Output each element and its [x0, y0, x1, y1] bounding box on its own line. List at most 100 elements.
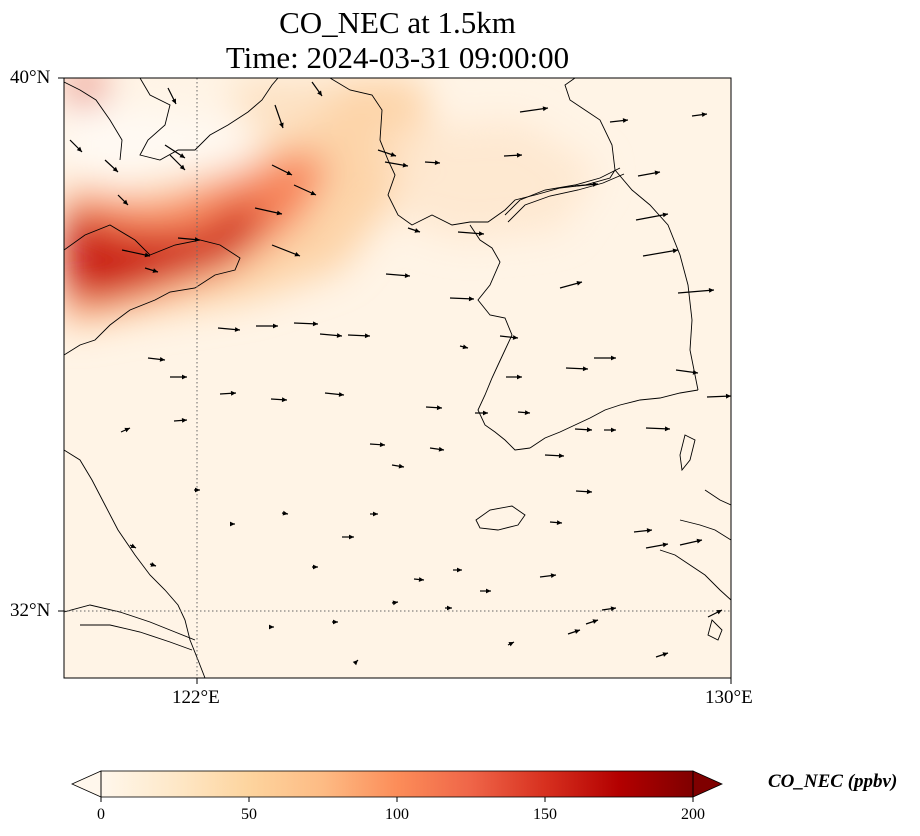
wind-arrow: [517, 410, 531, 415]
coast-shandong: [64, 224, 241, 356]
wind-arrow: [574, 427, 593, 433]
wind-arrow: [117, 194, 129, 206]
coast-china-east: [64, 449, 206, 678]
plume-core: [64, 205, 270, 300]
wind-arrow: [677, 288, 715, 294]
coast-korea-east: [564, 78, 699, 391]
wind-arrow: [177, 237, 201, 242]
wind-arrow: [601, 606, 617, 612]
wind-arrow: [453, 567, 462, 573]
lat-label-40n: 40°N: [10, 67, 51, 88]
wind-arrow: [104, 159, 119, 173]
wind-arrow: [706, 393, 732, 399]
wind-arrow: [164, 144, 186, 159]
wind-arrow: [312, 564, 318, 570]
wind-arrow: [480, 588, 491, 594]
wind-arrow: [121, 249, 151, 258]
coast-korea-south: [529, 389, 699, 449]
wind-arrow: [585, 619, 599, 625]
wind-arrow: [635, 212, 669, 221]
coast-jeju: [475, 505, 526, 531]
wind-arrow: [173, 417, 188, 423]
wind-arrow: [424, 160, 441, 166]
wind-arrow: [384, 161, 409, 168]
wind-arrow: [281, 510, 289, 516]
wind-arrow: [637, 170, 661, 177]
wind-arrow: [169, 154, 186, 171]
wind-arrow: [565, 366, 589, 372]
coast-korea-dmz: [504, 167, 625, 223]
wind-arrow: [594, 355, 616, 361]
map-frame: [63, 77, 732, 679]
colorbar-extend-high: [692, 770, 723, 798]
wind-arrow: [559, 281, 583, 289]
wind-arrow: [391, 463, 405, 469]
colorbar-label: CO_NEC (ppbv): [768, 771, 898, 792]
wind-arrow: [655, 652, 669, 658]
wind-arrow: [691, 112, 708, 118]
gridlines: [64, 78, 731, 678]
wind-arrow: [457, 231, 485, 237]
wind-arrow: [407, 227, 421, 233]
wind-arrow: [449, 296, 475, 302]
wind-arrow: [604, 427, 616, 433]
wind-arrow: [507, 641, 515, 647]
wind-arrow: [254, 207, 283, 216]
colorbar: [71, 770, 723, 802]
wind-arrow: [645, 426, 671, 432]
wind-arrow: [445, 605, 452, 611]
wind-arrow: [347, 333, 371, 339]
wind-arrow: [499, 335, 519, 340]
wind-arrow: [429, 446, 445, 452]
wind-arrow: [503, 152, 523, 158]
wind-arrow: [332, 619, 338, 625]
wind-arrow: [391, 600, 399, 606]
coast-bohai-west: [64, 81, 123, 161]
colorbar-tick-label-100: 100: [385, 806, 409, 823]
lon-label-130e: 130°E: [705, 687, 753, 708]
wind-arrow: [230, 521, 235, 527]
wind-arrow: [369, 442, 386, 448]
wind-arrow: [170, 374, 187, 380]
wind-arrow: [219, 390, 237, 396]
wind-arrow: [575, 489, 593, 495]
wind-arrow: [256, 323, 278, 329]
wind-arrow: [69, 139, 83, 153]
map-title-line-2: Time: 2024-03-31 09:00:00: [225, 40, 570, 75]
wind-arrow: [425, 405, 443, 411]
coast-korea-west: [469, 224, 531, 451]
wind-arrow: [293, 321, 319, 327]
wind-arrow: [217, 327, 241, 332]
plume-layer: [64, 78, 600, 330]
wind-arrow: [539, 573, 557, 579]
wind-arrow: [129, 543, 137, 549]
wind-arrow: [167, 87, 177, 105]
wind-arrow: [506, 374, 522, 380]
wind-arrow: [147, 357, 166, 362]
wind-arrow: [324, 392, 345, 397]
wind-arrow: [269, 624, 274, 630]
axis-ticks: [58, 77, 732, 684]
coast-yangtze: [64, 604, 196, 651]
wind-arrow: [120, 427, 131, 433]
wind-arrow: [271, 244, 301, 257]
coast-korea-bay: [329, 78, 616, 226]
coast-tsushima: [679, 434, 696, 472]
wind-arrow: [377, 149, 397, 157]
wind-arrow: [370, 511, 378, 517]
wind-arrow: [707, 609, 723, 618]
wind-arrow: [642, 248, 679, 257]
wind-arrow: [544, 453, 565, 459]
wind-arrow: [342, 534, 354, 540]
map-title-line-1: CO_NEC at 1.5km: [279, 5, 516, 40]
colorbar-tick-label-150: 150: [533, 806, 557, 823]
wind-arrow: [413, 577, 425, 582]
wind-arrow: [549, 520, 563, 525]
wind-vectors: [69, 81, 732, 666]
wind-arrow: [633, 528, 653, 533]
wind-arrow: [194, 487, 200, 493]
concentration-field: [64, 78, 731, 678]
colorbar-extend-low: [71, 770, 102, 798]
colorbar-tick-label-0: 0: [97, 806, 105, 823]
